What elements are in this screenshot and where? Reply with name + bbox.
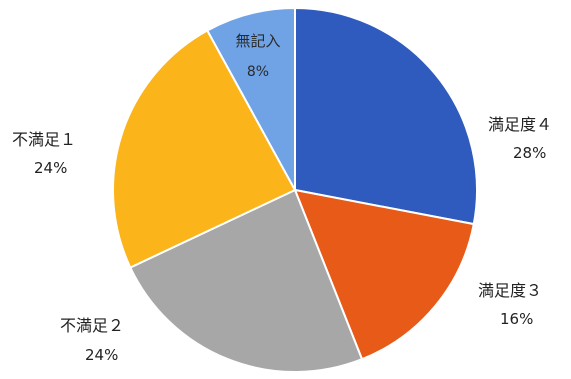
slice-label-2: 不満足２ — [60, 316, 124, 335]
slice-percent-0: 28% — [513, 144, 546, 162]
slice-label-3: 不満足１ — [12, 130, 76, 149]
slice-percent-4: 8% — [247, 64, 269, 80]
pie-labels: 満足度４ 28% 満足度３ 16% 不満足２ 24% 不満足１ 24% 無記入 … — [12, 32, 552, 364]
slice-label-4: 無記入 — [235, 32, 280, 50]
slice-percent-1: 16% — [500, 310, 533, 328]
pie-slice-0 — [294, 6, 478, 226]
slice-label-0: 満足度４ — [488, 115, 552, 134]
slice-label-1: 満足度３ — [478, 281, 542, 300]
pie-slice-4 — [205, 6, 296, 191]
pie-slice-2 — [128, 188, 364, 373]
pie-slice-1 — [293, 188, 475, 361]
pie-slices — [112, 6, 478, 373]
pie-slice-3 — [112, 29, 297, 269]
slice-percent-3: 24% — [34, 159, 67, 177]
slice-percent-2: 24% — [85, 346, 118, 364]
